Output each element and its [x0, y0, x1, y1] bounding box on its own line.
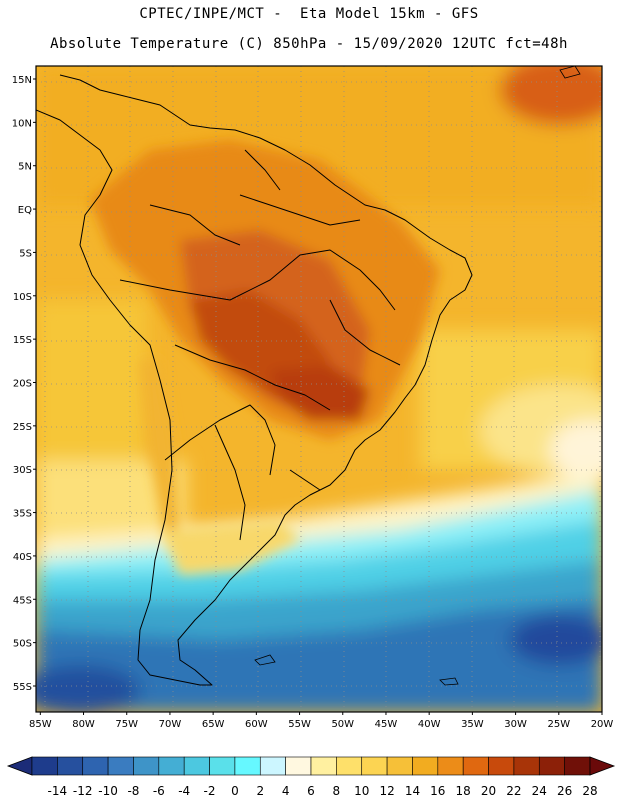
- colorbar-label: 16: [430, 784, 445, 798]
- lat-tick-label: 15S: [13, 335, 32, 346]
- colorbar-swatch: [462, 756, 489, 776]
- lat-tick-label: 25S: [13, 422, 32, 433]
- colorbar-label: 12: [379, 784, 394, 798]
- plot-frame: [35, 65, 603, 713]
- colorbar-swatch: [513, 756, 540, 776]
- colorbar-label: 10: [354, 784, 369, 798]
- colorbar: -14 -12 -10 -8 -6 -4 -2 0 2 4 6 8 10 12 14 16 18 20 22 24 26…: [6, 756, 616, 798]
- lon-tick-label: 25W: [547, 719, 570, 730]
- lon-tick-label: 45W: [375, 719, 398, 730]
- colorbar-swatch: [412, 756, 439, 776]
- lat-tick-label: 30S: [13, 465, 32, 476]
- lat-tick-label: 5S: [19, 248, 32, 259]
- lon-tick-label: 65W: [202, 719, 225, 730]
- colorbar-label: 14: [405, 784, 420, 798]
- lat-tick-label: 50S: [13, 639, 32, 650]
- colorbar-label: 6: [307, 784, 315, 798]
- lon-tick-label: 55W: [288, 719, 311, 730]
- lon-tick-label: 35W: [461, 719, 484, 730]
- colorbar-label: 28: [582, 784, 597, 798]
- lat-tick-label: 45S: [13, 595, 32, 606]
- colorbar-swatch: [336, 756, 363, 776]
- lat-tick-label: 15N: [12, 75, 32, 86]
- colorbar-swatch: [209, 756, 236, 776]
- lon-tick-label: 20W: [591, 719, 614, 730]
- colorbar-label: 18: [456, 784, 471, 798]
- colorbar-swatch: [386, 756, 413, 776]
- lon-tick-label: 85W: [29, 719, 52, 730]
- colorbar-swatch: [57, 756, 84, 776]
- lat-tick-label: 55S: [13, 682, 32, 693]
- colorbar-label: 26: [557, 784, 572, 798]
- colorbar-label: -12: [73, 784, 93, 798]
- lon-tick-label: 30W: [504, 719, 527, 730]
- lon-tick-label: 70W: [159, 719, 182, 730]
- lon-tick-label: 60W: [245, 719, 268, 730]
- colorbar-under-arrow: [6, 756, 33, 776]
- colorbar-swatch: [310, 756, 337, 776]
- colorbar-swatch: [361, 756, 388, 776]
- colorbar-swatch: [538, 756, 565, 776]
- colorbar-swatch: [158, 756, 185, 776]
- colorbar-label: 20: [481, 784, 496, 798]
- colorbar-label: 8: [333, 784, 341, 798]
- lon-tick-label: 80W: [72, 719, 95, 730]
- lat-tick-label: 35S: [13, 509, 32, 520]
- colorbar-label: -14: [48, 784, 68, 798]
- colorbar-swatch: [183, 756, 210, 776]
- temperature-field: [36, 66, 602, 712]
- lat-tick-label: EQ: [18, 205, 32, 216]
- lat-tick-label: 5N: [18, 162, 32, 173]
- islands: [254, 66, 581, 686]
- coastlines: [36, 74, 473, 686]
- lon-tick-label: 75W: [115, 719, 138, 730]
- colorbar-label: -4: [178, 784, 190, 798]
- map-subtitle: Absolute Temperature (C) 850hPa - 15/09/…: [50, 36, 568, 52]
- lon-tick-label: 40W: [418, 719, 441, 730]
- colorbar-label: -10: [98, 784, 118, 798]
- colorbar-swatch: [564, 756, 591, 776]
- colorbar-swatch: [107, 756, 134, 776]
- colorbar-label: -8: [127, 784, 139, 798]
- lon-tick-label: 50W: [331, 719, 354, 730]
- colorbar-label: 0: [231, 784, 239, 798]
- axis-labels: 15N 10N 5N EQ 5S 10S 15S 20S 25S 30S 35S 40S 45S 50S 5…: [12, 75, 614, 730]
- colorbar-swatch: [488, 756, 515, 776]
- colorbar-swatch: [259, 756, 286, 776]
- colorbar-swatch: [82, 756, 109, 776]
- colorbar-label: 22: [506, 784, 521, 798]
- colorbar-swatch: [234, 756, 261, 776]
- colorbar-label: 24: [532, 784, 547, 798]
- lat-tick-label: 10N: [12, 118, 32, 129]
- map-title: CPTEC/INPE/MCT - Eta Model 15km - GFS: [139, 6, 479, 22]
- colorbar-label: 4: [282, 784, 290, 798]
- colorbar-swatch: [31, 756, 58, 776]
- lat-tick-label: 40S: [13, 552, 32, 563]
- colorbar-over-arrow: [589, 756, 616, 776]
- colorbar-label: -2: [204, 784, 216, 798]
- colorbar-swatch: [133, 756, 160, 776]
- colorbar-swatch: [437, 756, 464, 776]
- colorbar-label: 2: [256, 784, 264, 798]
- colorbar-swatch: [285, 756, 312, 776]
- colorbar-label: -6: [153, 784, 165, 798]
- lat-tick-label: 20S: [13, 378, 32, 389]
- lat-tick-label: 10S: [13, 292, 32, 303]
